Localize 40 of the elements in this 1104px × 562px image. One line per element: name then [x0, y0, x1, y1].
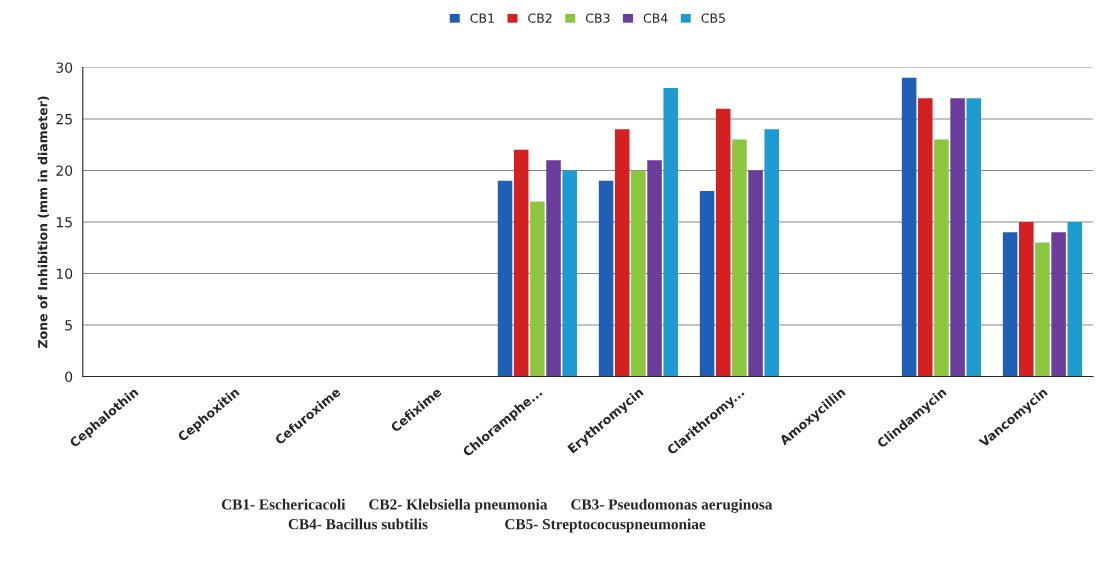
bar	[901, 77, 917, 377]
bar	[1035, 242, 1050, 377]
bar	[966, 98, 982, 377]
bar	[663, 88, 678, 377]
bar	[950, 98, 965, 377]
bar	[647, 160, 662, 377]
y-tick-label: 15	[56, 217, 72, 228]
y-tick-label: 30	[56, 62, 73, 73]
legend-label: CB5	[701, 13, 725, 23]
legend-label: CB2	[528, 13, 552, 23]
bar	[546, 160, 561, 377]
y-axis-title: Zone of Inhibition (mm in diameter)	[37, 96, 49, 348]
bar	[513, 149, 529, 377]
y-tick-label: 0	[65, 371, 73, 383]
bar	[732, 139, 747, 377]
bar	[918, 98, 933, 377]
bar	[764, 129, 779, 377]
bar	[699, 191, 715, 377]
bar	[715, 108, 731, 377]
text: CB1- Eschericacoli CB2- Klebsiella pneumonia CB3- Pseudomonas aeruginosa	[221, 498, 773, 513]
bar	[1067, 221, 1083, 377]
y-tick-label: 20	[56, 165, 73, 176]
bar	[748, 170, 763, 377]
legend-label: CB3	[585, 13, 610, 23]
bar	[631, 170, 646, 377]
bar	[934, 139, 949, 377]
y-tick-label: 25	[56, 113, 72, 125]
bar	[497, 180, 513, 377]
bar	[1051, 232, 1066, 377]
bar	[562, 170, 577, 377]
bar	[530, 201, 545, 377]
bar	[614, 129, 630, 377]
y-tick-label: 5	[65, 320, 72, 331]
bar	[598, 180, 614, 377]
legend-label: CB1	[470, 13, 494, 23]
bar	[1002, 232, 1018, 377]
legend-label: CB4	[643, 13, 668, 23]
text: CB4- Bacillus subtilis CB5- Streptococuspneumoniae	[288, 518, 706, 533]
bar	[1019, 221, 1034, 377]
y-tick-label: 10	[56, 268, 73, 279]
